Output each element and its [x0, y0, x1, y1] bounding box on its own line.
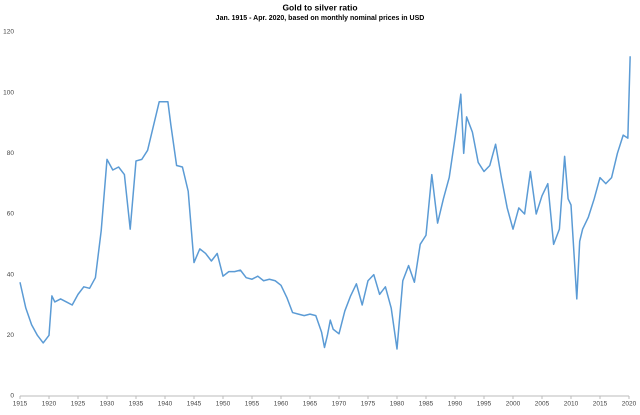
- x-tick-label: 1945: [187, 401, 202, 408]
- x-tick-label: 1955: [245, 401, 260, 408]
- x-tick-label: 2010: [564, 401, 579, 408]
- x-tick-label: 1930: [100, 401, 115, 408]
- x-tick-label: 1985: [419, 401, 434, 408]
- x-tick-label: 1975: [361, 401, 376, 408]
- x-tick-label: 1990: [448, 401, 463, 408]
- x-tick-label: 2015: [593, 401, 608, 408]
- x-tick-label: 1935: [129, 401, 144, 408]
- x-tick-label: 1995: [477, 401, 492, 408]
- y-tick-label: 0: [10, 393, 14, 400]
- chart-title: Gold to silver ratio: [282, 2, 357, 12]
- data-line: [19, 56, 631, 350]
- x-tick-label: 1915: [13, 401, 28, 408]
- x-tick-label: 1950: [216, 401, 231, 408]
- x-tick-label: 2000: [506, 401, 521, 408]
- x-tick-label: 1970: [332, 401, 347, 408]
- x-tick-label: 1980: [390, 401, 405, 408]
- x-tick-label: 1920: [42, 401, 57, 408]
- y-tick-label: 20: [7, 332, 15, 339]
- x-tick-label: 1965: [303, 401, 318, 408]
- x-tick-label: 1960: [274, 401, 289, 408]
- chart-subtitle: Jan. 1915 - Apr. 2020, based on monthly …: [216, 15, 425, 22]
- y-tick-label: 40: [7, 271, 15, 278]
- x-tick-label: 2020: [622, 401, 637, 408]
- y-tick-label: 100: [3, 89, 14, 96]
- y-tick-label: 80: [7, 150, 15, 157]
- x-tick-label: 2005: [535, 401, 550, 408]
- y-tick-label: 120: [3, 29, 14, 36]
- x-tick-label: 1925: [71, 401, 86, 408]
- x-tick-label: 1940: [158, 401, 173, 408]
- y-tick-label: 60: [7, 211, 15, 218]
